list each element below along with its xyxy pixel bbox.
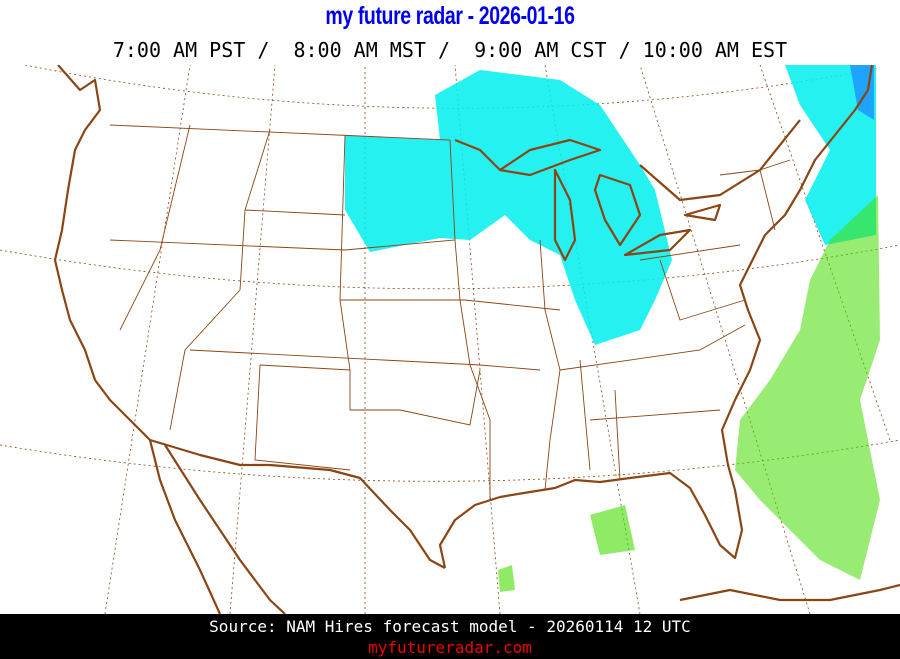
longitude-line xyxy=(759,65,891,441)
longitude-line xyxy=(229,65,276,614)
lake-michigan xyxy=(553,168,577,262)
lake-erie xyxy=(623,228,692,257)
coastlines-and-borders xyxy=(53,65,900,614)
lake-huron xyxy=(593,173,642,247)
longitude-line xyxy=(104,65,191,614)
valid-times: 7:00 AM PST / 8:00 AM MST / 9:00 AM CST … xyxy=(112,38,788,62)
lake-ontario xyxy=(683,203,722,222)
graticule xyxy=(0,65,900,614)
heavy-snow-area xyxy=(850,65,874,120)
lake-superior xyxy=(498,138,602,177)
footer-bar: Source: NAM Hires forecast model - 20260… xyxy=(0,614,900,659)
rain-area xyxy=(498,565,515,592)
rain-area xyxy=(590,505,635,555)
radar-map xyxy=(0,65,900,614)
page-title: my future radar - 2026-01-16 xyxy=(325,2,575,30)
mexico-mainland xyxy=(164,444,286,614)
precipitation xyxy=(345,65,880,592)
longitude-line xyxy=(639,65,811,614)
snow-area xyxy=(785,65,876,245)
latitude-line xyxy=(0,439,900,482)
baja xyxy=(148,439,222,614)
cuba xyxy=(679,583,900,602)
snow-area xyxy=(345,70,672,345)
canada-border-east xyxy=(454,119,801,202)
longitude-line xyxy=(454,65,501,614)
west-coast xyxy=(53,65,151,441)
mexico-border xyxy=(149,438,446,569)
rain-area xyxy=(735,195,880,580)
site-link[interactable]: myfutureradar.com xyxy=(368,638,532,657)
latitude-line xyxy=(0,244,900,290)
gulf-coast xyxy=(438,65,874,569)
source-text: Source: NAM Hires forecast model - 20260… xyxy=(209,617,691,636)
state-borders xyxy=(109,124,791,500)
